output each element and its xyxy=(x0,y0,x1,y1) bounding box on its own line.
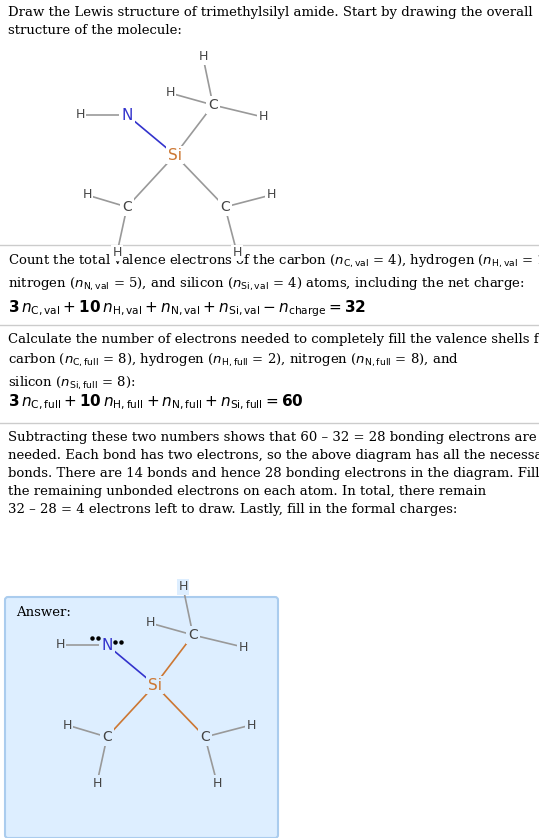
Text: H: H xyxy=(165,86,175,100)
Text: H: H xyxy=(92,777,102,789)
Text: $\mathbf{3}\,n_\mathrm{C,val} + \mathbf{10}\,n_\mathrm{H,val} + n_\mathrm{N,val}: $\mathbf{3}\,n_\mathrm{C,val} + \mathbf{… xyxy=(8,298,367,318)
Text: H: H xyxy=(82,189,92,201)
Text: C: C xyxy=(188,628,198,642)
Text: Si: Si xyxy=(148,677,162,692)
Text: Calculate the number of electrons needed to completely fill the valence shells f: Calculate the number of electrons needed… xyxy=(8,333,539,392)
Text: N: N xyxy=(101,638,113,653)
Text: $\mathbf{3}\,n_\mathrm{C,full} + \mathbf{10}\,n_\mathrm{H,full} + n_\mathrm{N,fu: $\mathbf{3}\,n_\mathrm{C,full} + \mathbf… xyxy=(8,393,303,412)
Text: H: H xyxy=(232,246,241,260)
Text: C: C xyxy=(200,730,210,744)
Text: C: C xyxy=(102,730,112,744)
Text: Count the total valence electrons of the carbon ($n_\mathrm{C,val}$ = 4), hydrog: Count the total valence electrons of the… xyxy=(8,253,539,293)
Text: H: H xyxy=(238,640,248,654)
Text: H: H xyxy=(56,639,65,651)
Text: H: H xyxy=(266,189,275,201)
Text: H: H xyxy=(112,246,122,260)
Text: H: H xyxy=(246,718,255,732)
FancyBboxPatch shape xyxy=(5,597,278,838)
Text: H: H xyxy=(63,718,72,732)
Text: H: H xyxy=(258,111,268,123)
Text: Si: Si xyxy=(168,147,182,163)
Text: Answer:: Answer: xyxy=(16,606,71,619)
Text: C: C xyxy=(122,200,132,214)
Text: C: C xyxy=(208,98,218,112)
Text: H: H xyxy=(198,50,208,64)
Text: H: H xyxy=(178,581,188,593)
Text: C: C xyxy=(220,200,230,214)
Text: Subtracting these two numbers shows that 60 – 32 = 28 bonding electrons are
need: Subtracting these two numbers shows that… xyxy=(8,431,539,516)
Text: H: H xyxy=(75,108,85,122)
Text: H: H xyxy=(212,777,222,789)
Text: Draw the Lewis structure of trimethylsilyl amide. Start by drawing the overall
s: Draw the Lewis structure of trimethylsil… xyxy=(8,6,533,37)
Text: H: H xyxy=(146,617,155,629)
Text: N: N xyxy=(121,107,133,122)
